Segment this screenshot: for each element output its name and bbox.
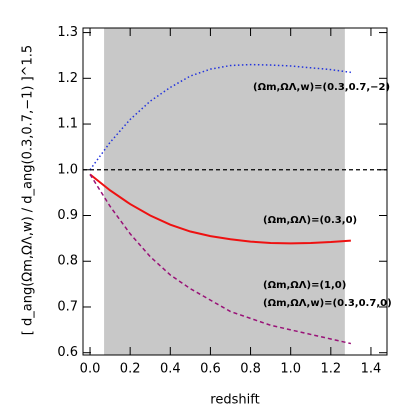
x-tick-label: 0.4 — [160, 362, 181, 377]
x-tick-label: 0.6 — [200, 362, 221, 377]
series-line — [89, 63, 351, 171]
series-line — [89, 173, 351, 245]
x-tick-label: 1.2 — [320, 362, 341, 377]
x-tick-label: 1.4 — [361, 362, 382, 377]
annotation: (Ωm,ΩΛ)=(1,0) — [263, 280, 346, 291]
x-tick-label: 0.8 — [240, 362, 261, 377]
x-axis-label: redshift — [210, 393, 259, 408]
annotation: (Ωm,ΩΛ,w)=(0.3,0.7,−2) — [253, 82, 390, 93]
x-tick-label: 0.2 — [120, 362, 141, 377]
y-tick-label: 0.6 — [57, 345, 78, 360]
x-tick-label: 1.0 — [280, 362, 301, 377]
shaded-region — [104, 28, 345, 355]
y-axis-label: [ d_ang(Ωm,ΩΛ,w) / d_ang(0.3,0.7,−1) ]^1… — [21, 45, 36, 335]
annotation: (Ωm,ΩΛ,w)=(0.3,0.7,0) — [263, 298, 392, 309]
y-tick-label: 1.0 — [57, 162, 78, 177]
y-tick-label: 1.2 — [57, 71, 78, 86]
plot-frame — [82, 27, 388, 356]
y-tick-label: 1.1 — [57, 117, 78, 132]
y-tick-label: 0.7 — [57, 299, 78, 314]
annotation: (Ωm,ΩΛ)=(0.3,0) — [263, 215, 357, 226]
y-tick-label: 1.3 — [57, 25, 78, 40]
x-tick-label: 0.0 — [80, 362, 101, 377]
y-tick-label: 0.9 — [57, 208, 78, 223]
y-tick-label: 0.8 — [57, 254, 78, 269]
